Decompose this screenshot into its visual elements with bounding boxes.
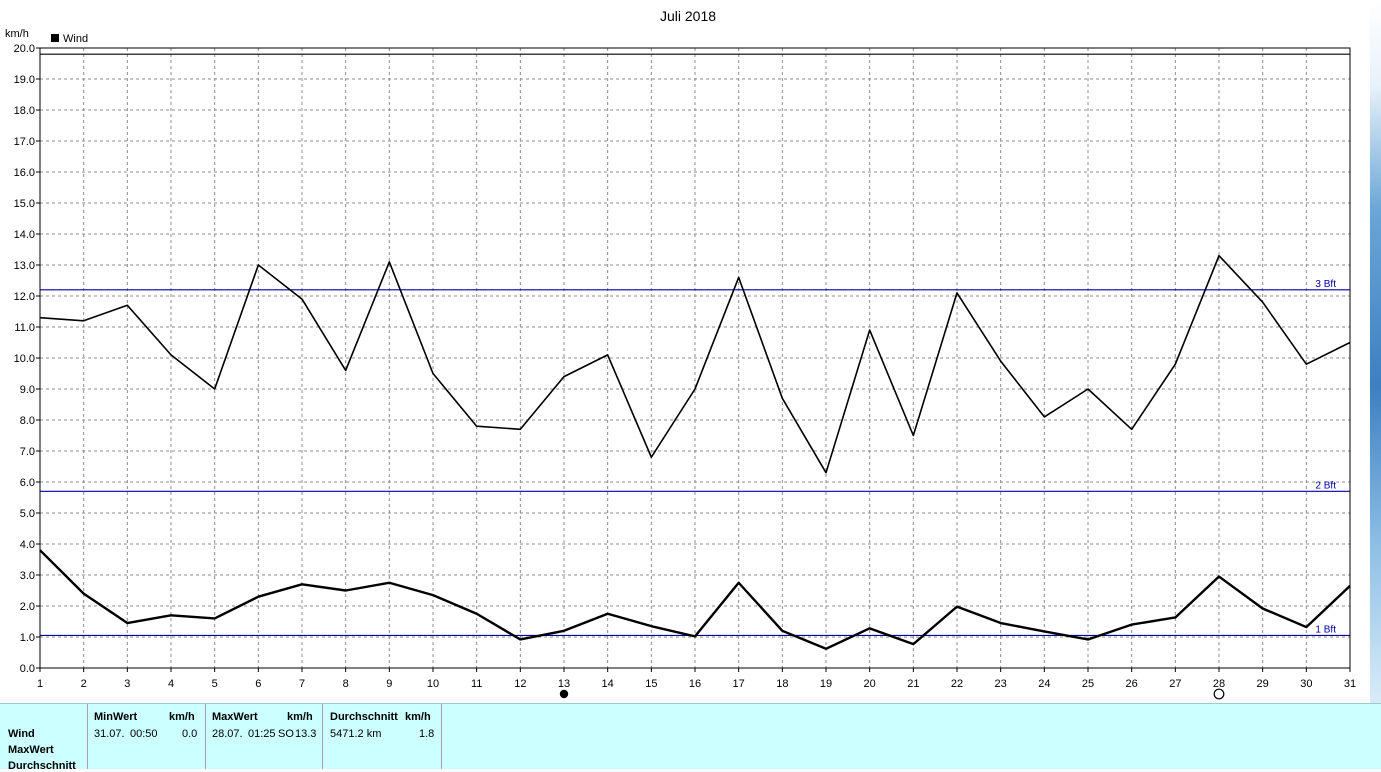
reference-line-label: 3 Bft xyxy=(1315,279,1336,290)
x-tick-label: 14 xyxy=(602,678,614,690)
x-tick-label: 19 xyxy=(820,678,832,690)
x-tick-label: 8 xyxy=(343,678,349,690)
y-tick-label: 9.0 xyxy=(20,384,35,396)
x-tick-label: 1 xyxy=(37,678,43,690)
reference-line-label: 2 Bft xyxy=(1315,480,1336,491)
legend-swatch xyxy=(51,34,59,42)
new-moon-icon xyxy=(559,689,569,699)
avg-header: Durchschnitt xyxy=(330,711,398,723)
y-tick-label: 15.0 xyxy=(14,198,35,210)
x-tick-label: 23 xyxy=(995,678,1007,690)
max-time: 01:25 xyxy=(248,728,276,740)
min-value: 0.0 xyxy=(182,728,198,740)
x-tick-label: 16 xyxy=(689,678,701,690)
full-moon-icon xyxy=(1213,688,1225,700)
min-time: 00:50 xyxy=(130,728,158,740)
max-unit: km/h xyxy=(287,711,313,723)
legend-entry-wind: Wind xyxy=(63,33,88,45)
y-tick-label: 1.0 xyxy=(20,632,35,644)
y-tick-label: 18.0 xyxy=(14,105,35,117)
y-tick-label: 3.0 xyxy=(20,570,35,582)
x-tick-label: 24 xyxy=(1038,678,1050,690)
x-tick-label: 29 xyxy=(1257,678,1269,690)
avg-unit: km/h xyxy=(405,711,431,723)
y-tick-label: 10.0 xyxy=(14,353,35,365)
x-tick-label: 3 xyxy=(124,678,130,690)
max-date: 28.07. xyxy=(212,728,243,740)
avg-distance: 5471.2 km xyxy=(330,728,382,740)
y-tick-label: 4.0 xyxy=(20,539,35,551)
y-tick-label: 12.0 xyxy=(14,291,35,303)
x-tick-label: 11 xyxy=(471,678,482,690)
y-axis-label: km/h xyxy=(5,28,29,40)
axes: 0.01.02.03.04.05.06.07.08.09.010.011.012… xyxy=(14,43,1357,690)
x-tick-label: 4 xyxy=(168,678,174,690)
chart-title: Juli 2018 xyxy=(660,8,716,24)
x-tick-label: 31 xyxy=(1344,678,1356,690)
series-line-max xyxy=(39,254,1351,474)
statistics-panel: Wind MaxWert Durchschnitt MinWert km/h 3… xyxy=(0,703,1381,772)
max-header: MaxWert xyxy=(212,711,258,723)
x-tick-label: 17 xyxy=(733,678,745,690)
x-tick-label: 6 xyxy=(255,678,261,690)
y-tick-label: 14.0 xyxy=(14,229,35,241)
row-labels-column: Wind MaxWert Durchschnitt xyxy=(0,704,88,772)
reference-line-label: 1 Bft xyxy=(1315,624,1336,635)
max-direction: SO xyxy=(278,728,294,740)
moon-phases xyxy=(559,688,1225,700)
y-tick-label: 11.0 xyxy=(14,322,35,334)
min-column: MinWert km/h 31.07. 00:50 0.0 xyxy=(88,704,206,769)
row-label-durchschnitt: Durchschnitt xyxy=(8,760,76,772)
series-lines xyxy=(39,254,1351,650)
max-value: 13.3 xyxy=(295,728,317,740)
avg-column: Durchschnitt km/h 5471.2 km 1.8 xyxy=(323,704,442,769)
y-tick-label: 6.0 xyxy=(20,477,35,489)
y-tick-label: 16.0 xyxy=(14,167,35,179)
gridlines xyxy=(40,48,1350,668)
x-tick-label: 27 xyxy=(1169,678,1181,690)
x-tick-label: 13 xyxy=(558,678,570,690)
avg-value: 1.8 xyxy=(419,728,435,740)
x-tick-label: 30 xyxy=(1300,678,1312,690)
y-tick-label: 2.0 xyxy=(20,601,35,613)
x-tick-label: 15 xyxy=(645,678,657,690)
x-tick-label: 25 xyxy=(1082,678,1094,690)
x-tick-label: 2 xyxy=(81,678,87,690)
x-tick-label: 12 xyxy=(514,678,526,690)
min-date: 31.07. xyxy=(94,728,125,740)
y-tick-label: 13.0 xyxy=(14,260,35,272)
y-tick-label: 7.0 xyxy=(20,446,35,458)
x-tick-label: 22 xyxy=(951,678,963,690)
x-tick-label: 21 xyxy=(907,678,919,690)
max-column: MaxWert km/h 28.07. 01:25 SO 13.3 xyxy=(206,704,323,769)
x-tick-label: 10 xyxy=(427,678,439,690)
y-tick-label: 19.0 xyxy=(14,74,35,86)
x-tick-label: 18 xyxy=(776,678,788,690)
x-tick-label: 5 xyxy=(212,678,218,690)
x-tick-label: 26 xyxy=(1126,678,1138,690)
y-tick-label: 20.0 xyxy=(14,43,35,55)
y-tick-label: 0.0 xyxy=(20,663,35,675)
x-tick-label: 20 xyxy=(864,678,876,690)
x-tick-label: 9 xyxy=(386,678,392,690)
x-tick-label: 28 xyxy=(1213,678,1225,690)
series-line-average xyxy=(39,549,1351,650)
y-tick-label: 8.0 xyxy=(20,415,35,427)
min-header: MinWert xyxy=(94,711,138,723)
row-label-maxwert: MaxWert xyxy=(8,744,54,756)
min-unit: km/h xyxy=(169,711,195,723)
x-tick-label: 7 xyxy=(299,678,305,690)
row-label-wind: Wind xyxy=(8,728,35,740)
desktop-background-strip xyxy=(1370,0,1381,703)
y-tick-label: 17.0 xyxy=(14,136,35,148)
y-tick-label: 5.0 xyxy=(20,508,35,520)
